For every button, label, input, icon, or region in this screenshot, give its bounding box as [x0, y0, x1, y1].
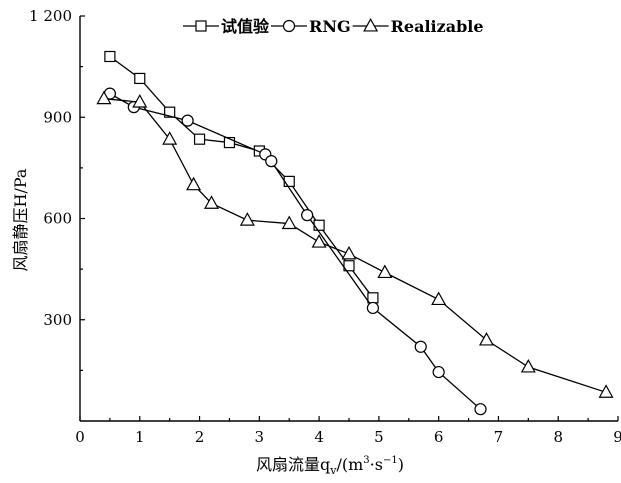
x-tick-label: 1	[135, 428, 145, 446]
data-point-square	[283, 175, 295, 187]
series-line-triangle	[103, 98, 607, 393]
x-tick-label: 3	[255, 428, 265, 446]
data-point-square	[134, 72, 146, 85]
x-axis-label-unit: /(m	[336, 455, 363, 474]
x-tick-label: 9	[613, 428, 621, 446]
x-tick-label: 8	[553, 428, 563, 446]
data-point-square	[164, 106, 176, 118]
x-tick-label: 2	[195, 428, 205, 446]
x-axis-label-unit: ·s	[370, 455, 383, 474]
data-point-circle	[265, 155, 278, 168]
x-axis-label-main: 风扇流量q	[256, 455, 330, 474]
y-tick-label: 1 200	[29, 7, 72, 25]
x-tick-label: 7	[494, 428, 504, 446]
y-axis-label: 风扇静压H/Pa	[11, 168, 30, 271]
y-tick-label: 900	[43, 108, 72, 126]
legend-marker-square	[195, 20, 207, 32]
data-point-triangle	[203, 195, 220, 209]
data-point-circle	[366, 301, 380, 315]
series-group	[96, 50, 614, 416]
y-tick-label: 600	[43, 210, 72, 228]
data-point-triangle	[96, 90, 112, 105]
series-triangle	[96, 90, 614, 398]
data-point-triangle	[478, 331, 495, 346]
x-axis-label-unit: )	[398, 455, 404, 474]
x-tick-label: 0	[75, 428, 85, 446]
data-point-triangle	[311, 234, 327, 248]
data-point-triangle	[377, 264, 393, 279]
x-tick-label: 4	[314, 428, 324, 446]
data-point-triangle	[239, 212, 255, 226]
legend-label-triangle: Realizable	[391, 17, 484, 36]
data-point-square	[367, 292, 379, 304]
data-point-circle	[181, 114, 194, 127]
data-point-triangle	[162, 131, 178, 145]
data-point-square	[104, 50, 116, 63]
x-axis-label-sup: 3	[363, 455, 369, 466]
series-line-circle	[109, 93, 481, 410]
y-tick-label: 300	[43, 311, 72, 329]
series-circle	[103, 87, 487, 416]
legend-marker-triangle	[363, 17, 379, 32]
data-point-circle	[414, 340, 427, 353]
axes: 0 1 2 3 4 5 6 7 8 9 300 600 900 1 200	[29, 7, 621, 446]
data-point-triangle	[341, 245, 357, 260]
legend: 试值验 RNG Realizable	[183, 17, 484, 36]
data-point-square	[343, 260, 355, 272]
data-point-square	[313, 219, 325, 231]
x-axis-label-sup: −1	[383, 455, 398, 466]
x-tick-label: 6	[434, 428, 444, 446]
x-axis-label-subscript: v	[329, 464, 337, 477]
legend-label-square: 试值验	[221, 17, 270, 36]
data-point-triangle	[598, 384, 614, 398]
data-point-triangle	[186, 176, 202, 191]
data-point-triangle	[520, 358, 536, 373]
data-point-triangle	[281, 215, 297, 230]
x-tick-label: 5	[374, 428, 384, 446]
series-line-square	[109, 55, 374, 299]
legend-label-circle: RNG	[309, 17, 351, 36]
data-point-circle	[432, 365, 445, 379]
data-point-circle	[301, 209, 314, 222]
series-square	[104, 50, 379, 304]
legend-marker-circle	[282, 19, 296, 33]
data-point-triangle	[431, 291, 447, 306]
data-point-square	[223, 136, 236, 149]
x-axis-label: 风扇流量qv/(m3·s−1)	[256, 455, 404, 477]
data-point-triangle	[132, 94, 148, 108]
data-point-square	[193, 133, 206, 145]
data-point-circle	[474, 403, 487, 416]
